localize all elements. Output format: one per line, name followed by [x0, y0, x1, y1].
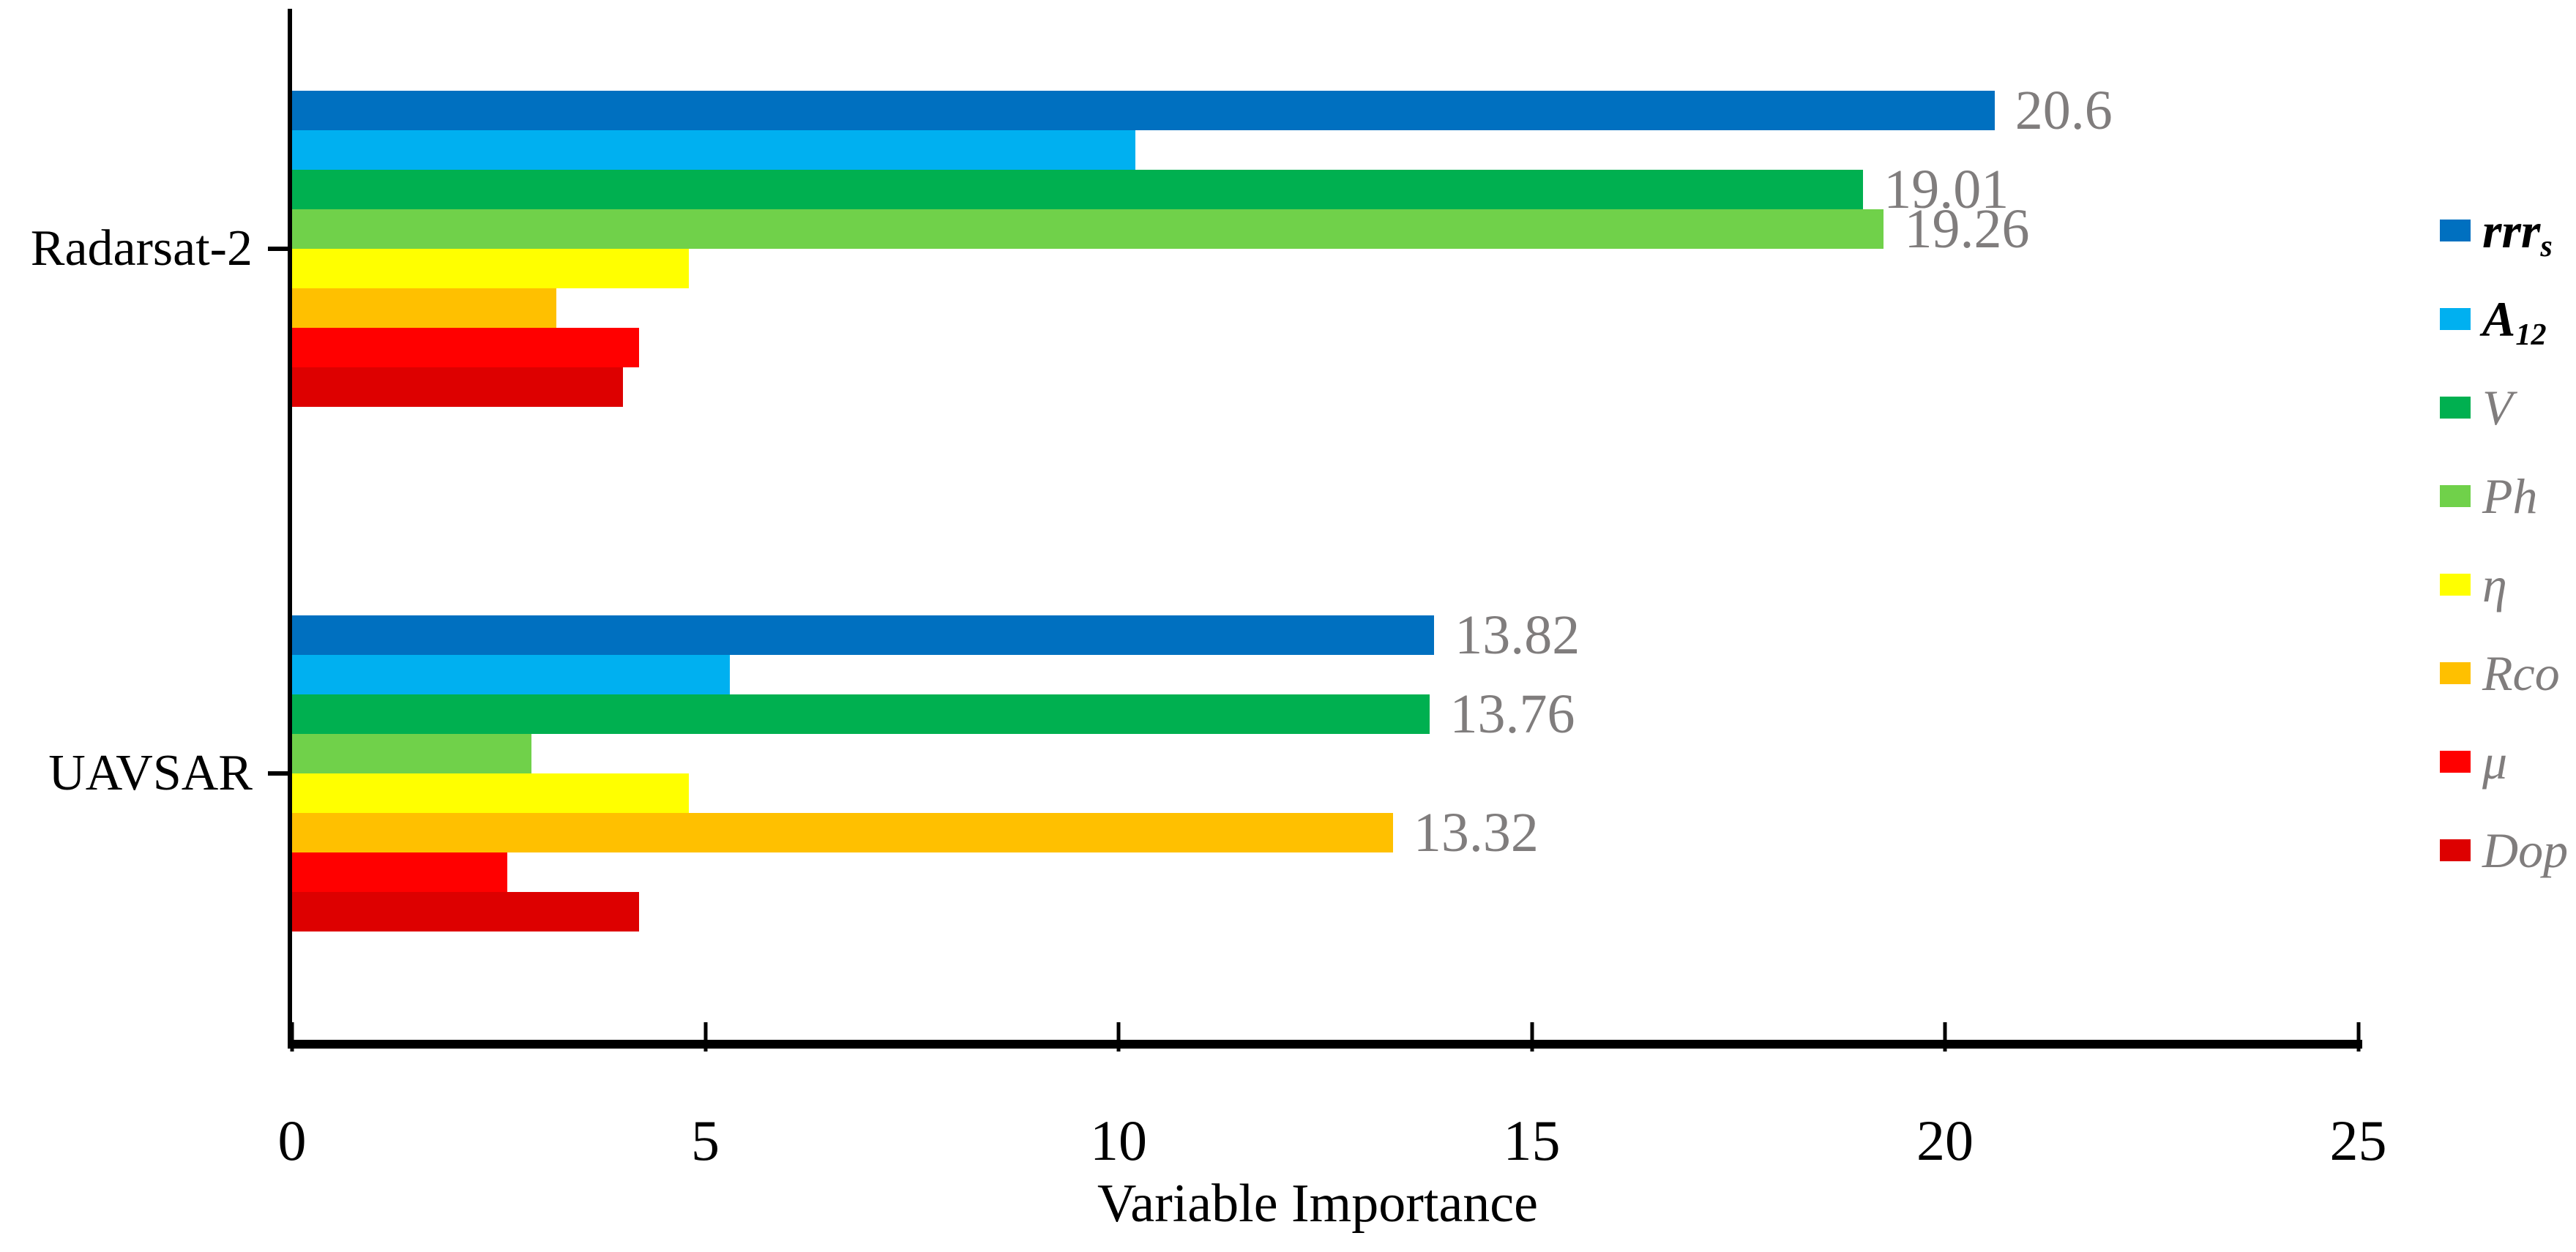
x-axis-tick-label: 20 — [1916, 1109, 1974, 1172]
y-axis-tick — [268, 771, 292, 776]
bar-V-uavsar — [292, 694, 1430, 734]
bar-V-radarsat-2 — [292, 170, 1864, 209]
bar-Rco-radarsat-2 — [292, 288, 557, 328]
bar-Dop-uavsar — [292, 892, 640, 931]
legend-item-rrrs: rrrs — [2440, 203, 2553, 263]
data-label-rrrs-uavsar: 13.82 — [1455, 604, 1580, 666]
bar-A12-uavsar — [292, 655, 731, 694]
legend-swatch-mu — [2440, 751, 2471, 773]
legend-label-rrrs: rrrs — [2482, 203, 2553, 263]
x-axis-tick-label: 10 — [1090, 1109, 1147, 1172]
legend-swatch-Rco — [2440, 662, 2471, 684]
bar-rrrs-radarsat-2 — [292, 91, 1995, 130]
x-axis-line — [288, 1040, 2362, 1049]
legend-item-V: V — [2440, 383, 2513, 432]
bar-Dop-radarsat-2 — [292, 367, 623, 407]
category-label-uavsar: UAVSAR — [48, 745, 253, 801]
legend-label-mu: μ — [2482, 734, 2508, 790]
y-axis-tick — [268, 247, 292, 251]
legend-swatch-eta — [2440, 574, 2471, 596]
legend: rrrs A12 V Ph η Rco μ Dop — [2440, 0, 2576, 1252]
data-label-V-radarsat-2: 19.01 — [1884, 159, 2009, 220]
legend-item-Dop: Dop — [2440, 825, 2568, 875]
x-axis-tick-label: 25 — [2329, 1109, 2387, 1172]
legend-item-A12: A12 — [2440, 291, 2547, 352]
x-axis-tick-label: 0 — [277, 1109, 307, 1172]
legend-swatch-A12 — [2440, 308, 2471, 330]
x-axis-tick — [703, 1022, 707, 1052]
data-label-Rco-uavsar: 13.32 — [1413, 802, 1539, 863]
bar-eta-uavsar — [292, 773, 689, 813]
bar-eta-radarsat-2 — [292, 249, 689, 288]
bar-Ph-radarsat-2 — [292, 209, 1884, 249]
bar-mu-radarsat-2 — [292, 328, 640, 367]
x-axis-tick — [1943, 1022, 1947, 1052]
bar-Ph-uavsar — [292, 734, 532, 773]
legend-swatch-Dop — [2440, 839, 2471, 861]
legend-swatch-rrrs — [2440, 220, 2471, 241]
legend-swatch-V — [2440, 397, 2471, 419]
data-label-V-uavsar: 13.76 — [1449, 683, 1575, 745]
x-axis-tick — [2356, 1022, 2360, 1052]
category-label-radarsat-2: Radarsat-2 — [30, 220, 253, 277]
bar-A12-radarsat-2 — [292, 130, 1135, 170]
legend-label-Ph: Ph — [2482, 468, 2538, 524]
legend-label-A12: A12 — [2482, 291, 2547, 352]
data-label-Ph-radarsat-2: 19.26 — [1904, 198, 2030, 260]
legend-item-Ph: Ph — [2440, 471, 2538, 521]
x-axis-tick — [290, 1022, 294, 1052]
legend-label-Rco: Rco — [2482, 645, 2560, 701]
y-axis-line — [288, 9, 292, 1049]
x-axis-tick-label: 5 — [691, 1109, 720, 1172]
legend-item-mu: μ — [2440, 737, 2507, 787]
x-axis-title: Variable Importance — [1097, 1174, 1538, 1234]
legend-label-eta: η — [2482, 557, 2507, 612]
bar-mu-uavsar — [292, 852, 507, 892]
x-axis-tick — [1530, 1022, 1534, 1052]
x-axis-tick-label: 15 — [1503, 1109, 1561, 1172]
x-axis-tick — [1116, 1022, 1121, 1052]
data-label-rrrs-radarsat-2: 20.6 — [2015, 80, 2113, 141]
legend-label-V: V — [2482, 380, 2513, 435]
legend-item-Rco: Rco — [2440, 648, 2560, 698]
legend-item-eta: η — [2440, 560, 2507, 610]
bar-Rco-uavsar — [292, 813, 1393, 852]
legend-label-Dop: Dop — [2482, 822, 2569, 878]
bar-rrrs-uavsar — [292, 615, 1435, 655]
legend-swatch-Ph — [2440, 485, 2471, 507]
